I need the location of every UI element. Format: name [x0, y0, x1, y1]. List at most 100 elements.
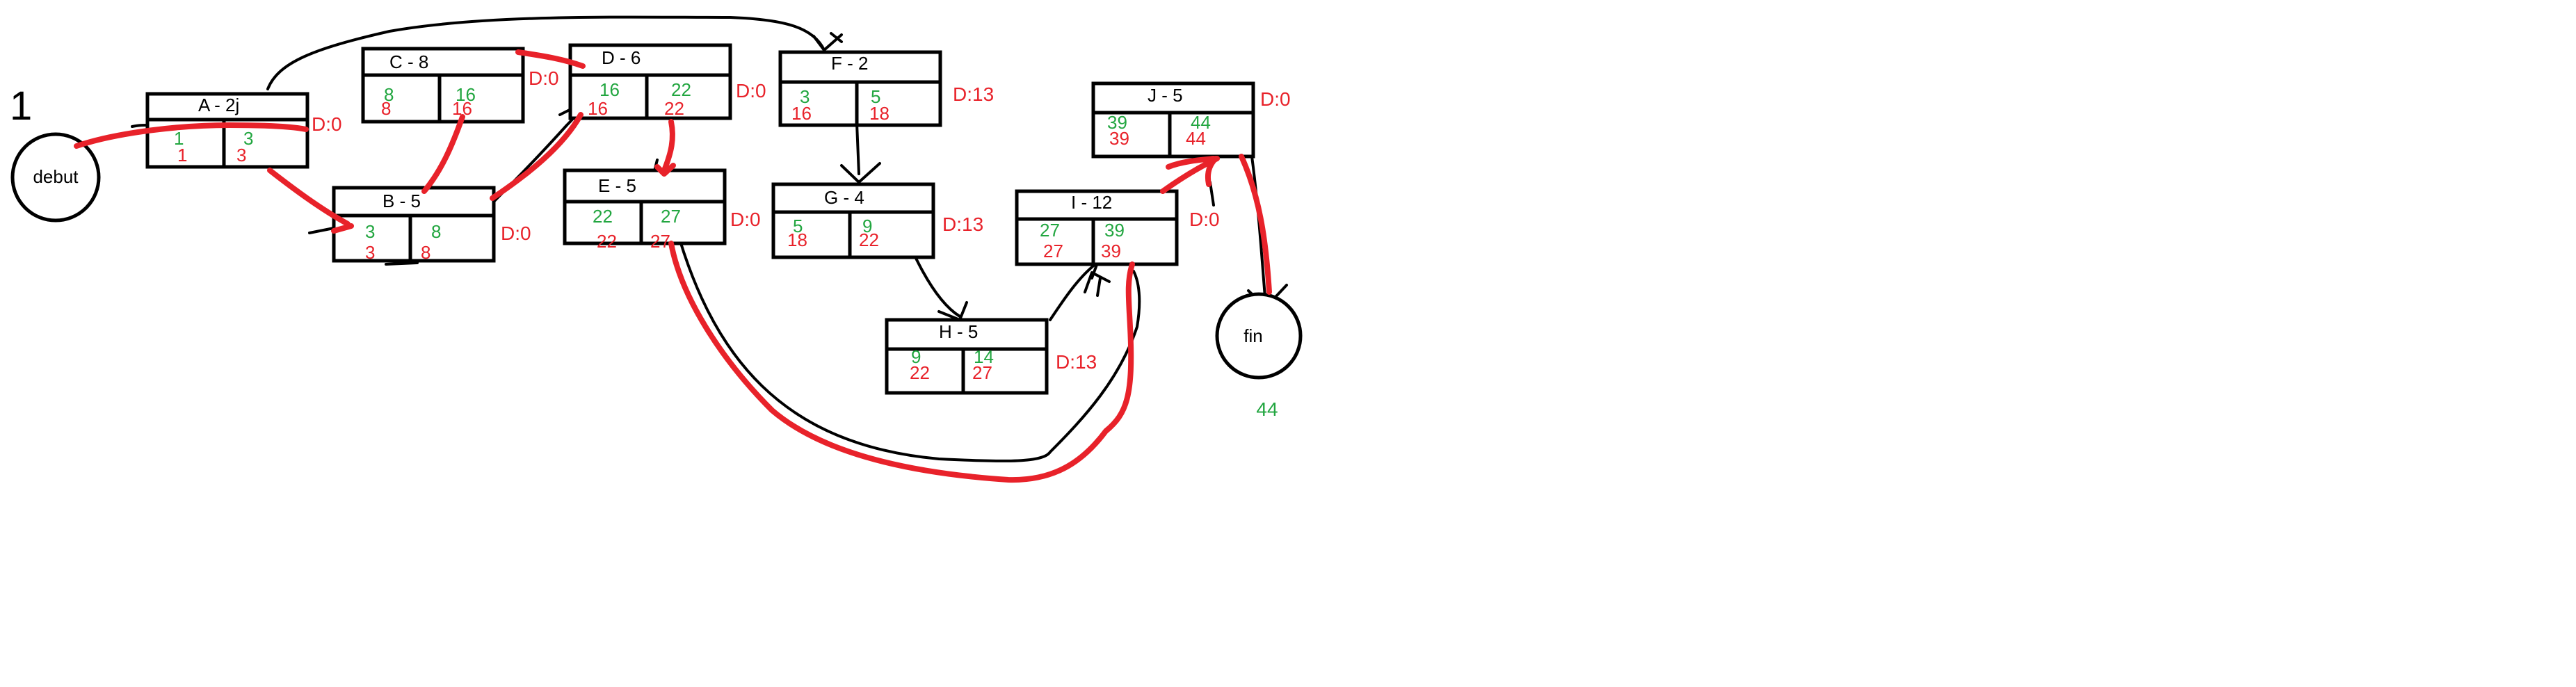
slack-label: D:0 — [730, 209, 761, 230]
arrow-tick-i — [1096, 277, 1102, 297]
task-node-h[interactable]: H - 5 9 14 22 27 D:13 — [885, 318, 1097, 395]
task-title: D - 6 — [602, 47, 641, 68]
task-title: G - 4 — [824, 187, 864, 208]
slack-label: D:0 — [736, 80, 766, 102]
start-node-circle — [10, 132, 101, 223]
arrow-a-to-f — [266, 15, 826, 90]
critical-e-to-i — [668, 241, 1135, 483]
early-start: 27 — [1040, 220, 1060, 241]
late-start: 8 — [381, 98, 391, 119]
early-finish: 39 — [1104, 220, 1125, 241]
task-node-j[interactable]: J - 5 39 44 39 44 D:0 — [1091, 81, 1291, 159]
early-start: 3 — [365, 221, 375, 242]
task-title: C - 8 — [389, 51, 428, 72]
critical-start-to-a — [74, 122, 309, 149]
early-finish: 27 — [661, 206, 681, 227]
end-node[interactable]: fin — [1215, 292, 1303, 380]
task-title: J - 5 — [1148, 85, 1183, 106]
task-box — [563, 168, 727, 245]
arrow-head-g — [840, 162, 881, 184]
critical-i-to-j-3 — [1205, 156, 1218, 187]
early-start: 5 — [793, 216, 803, 236]
task-node-e[interactable]: E - 5 22 27 22 27 D:0 — [563, 168, 761, 252]
late-finish: 44 — [1186, 128, 1206, 149]
task-title: I - 12 — [1071, 192, 1112, 213]
late-start: 3 — [365, 242, 375, 263]
task-node-a[interactable]: A - 2j 1 3 1 3 D:0 — [145, 92, 342, 169]
slack-label: D:13 — [953, 83, 994, 105]
arrow-j-to-fin — [1250, 155, 1267, 307]
arrow-e-to-i-loop — [670, 207, 1141, 462]
critical-j-to-fin — [1239, 154, 1272, 295]
early-start: 22 — [593, 206, 613, 227]
critical-d-to-e — [661, 119, 675, 173]
start-node-label: debut — [33, 166, 79, 187]
arrow-tick-b — [308, 227, 335, 234]
critical-b-to-c — [421, 114, 465, 194]
arrow-tick-b-bottom — [385, 261, 419, 266]
critical-c-to-d — [515, 49, 586, 69]
task-title: F - 2 — [831, 53, 868, 74]
slack-label: D:0 — [1189, 209, 1220, 230]
late-finish: 22 — [859, 229, 879, 250]
arrow-head-i-2 — [1084, 271, 1111, 293]
end-node-label: fin — [1243, 325, 1262, 346]
slack-label: D:13 — [942, 213, 983, 235]
critical-b-to-d — [490, 112, 583, 201]
task-box — [361, 47, 525, 124]
early-start: 1 — [174, 128, 184, 149]
arrow-tick-f — [830, 32, 843, 43]
task-box — [1091, 81, 1255, 159]
task-node-i[interactable]: I - 12 27 39 27 39 D:0 — [1015, 189, 1220, 266]
early-start: 16 — [599, 79, 620, 100]
early-finish: 8 — [431, 221, 441, 242]
late-finish: 39 — [1101, 241, 1121, 261]
critical-d-to-e-head — [654, 163, 676, 177]
task-node-c[interactable]: C - 8 8 16 8 16 D:0 — [361, 47, 559, 124]
late-finish: 22 — [664, 98, 684, 119]
late-start: 22 — [910, 362, 930, 383]
late-start: 27 — [1043, 241, 1063, 261]
arrow-head-f — [812, 33, 843, 51]
early-start: 9 — [911, 346, 921, 367]
task-box — [332, 186, 496, 263]
arrow-tick-a — [131, 124, 149, 128]
task-title: H - 5 — [939, 321, 978, 342]
slack-label: D:13 — [1056, 351, 1097, 373]
arrow-h-to-i — [1049, 263, 1097, 321]
start-node[interactable]: debut — [10, 132, 101, 223]
task-node-d[interactable]: D - 6 16 22 16 22 D:0 — [568, 43, 766, 120]
early-finish: 16 — [456, 84, 476, 105]
task-node-f[interactable]: F - 2 3 5 16 18 D:13 — [778, 50, 994, 127]
project-total: 44 — [1256, 398, 1278, 420]
task-box — [778, 50, 942, 127]
late-finish: 27 — [972, 362, 992, 383]
slack-label: D:0 — [1260, 88, 1291, 110]
critical-a-to-b — [267, 168, 351, 227]
end-node-circle — [1215, 292, 1303, 380]
early-start: 39 — [1107, 112, 1127, 133]
late-start: 1 — [177, 145, 187, 165]
task-title: E - 5 — [598, 175, 636, 196]
early-finish: 5 — [871, 86, 880, 107]
task-box — [1015, 189, 1179, 266]
task-title: B - 5 — [383, 191, 421, 211]
page-marker: 1 — [10, 83, 32, 129]
task-boxes: A - 2j 1 3 1 3 D:0 B - 5 3 8 3 8 D:0 C -… — [145, 43, 1291, 395]
early-finish: 22 — [671, 79, 691, 100]
task-node-b[interactable]: B - 5 3 8 3 8 D:0 — [332, 186, 531, 263]
late-finish: 8 — [421, 242, 430, 263]
late-finish: 27 — [650, 231, 670, 252]
late-start: 16 — [588, 98, 608, 119]
late-start: 22 — [597, 231, 617, 252]
early-finish: 14 — [974, 346, 994, 367]
late-start: 18 — [787, 229, 807, 250]
late-finish: 3 — [236, 145, 246, 165]
early-start: 8 — [384, 84, 394, 105]
task-node-g[interactable]: G - 4 5 9 18 22 D:13 — [771, 182, 983, 259]
critical-path — [74, 49, 1272, 483]
critical-a-to-b-head — [331, 223, 354, 234]
early-start: 3 — [800, 86, 810, 107]
